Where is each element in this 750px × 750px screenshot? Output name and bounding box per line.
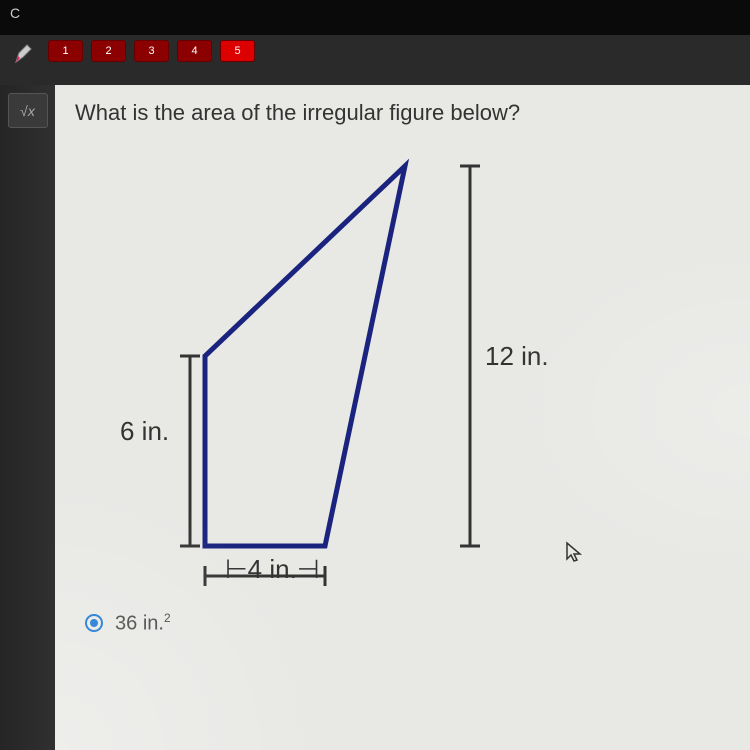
top-letter: C bbox=[10, 5, 20, 21]
tab-1[interactable]: 1 bbox=[48, 40, 83, 62]
tab-3[interactable]: 3 bbox=[134, 40, 169, 62]
tab-4[interactable]: 4 bbox=[177, 40, 212, 62]
dimension-left: 6 in. bbox=[120, 416, 169, 447]
window-top-bar: C bbox=[0, 0, 750, 35]
pen-tool-icon[interactable] bbox=[10, 40, 40, 65]
radio-button[interactable] bbox=[85, 614, 103, 632]
figure-container: 6 in. 12 in. ⊢4 in.⊣ bbox=[105, 146, 605, 586]
dimension-right: 12 in. bbox=[485, 341, 549, 372]
question-text: What is the area of the irregular figure… bbox=[75, 100, 730, 126]
left-sidebar: √x bbox=[0, 85, 55, 750]
dimension-bottom: ⊢4 in.⊣ bbox=[225, 554, 319, 585]
tab-2[interactable]: 2 bbox=[91, 40, 126, 62]
content-area: What is the area of the irregular figure… bbox=[55, 85, 750, 750]
answer-option[interactable]: 36 in.2 bbox=[85, 611, 730, 636]
tab-5[interactable]: 5 bbox=[220, 40, 255, 62]
sqrt-tool-button[interactable]: √x bbox=[8, 93, 48, 128]
answer-text: 36 in.2 bbox=[115, 611, 171, 636]
toolbar: 1 2 3 4 5 bbox=[0, 35, 750, 85]
cursor-icon bbox=[565, 541, 585, 570]
irregular-polygon bbox=[205, 166, 405, 546]
